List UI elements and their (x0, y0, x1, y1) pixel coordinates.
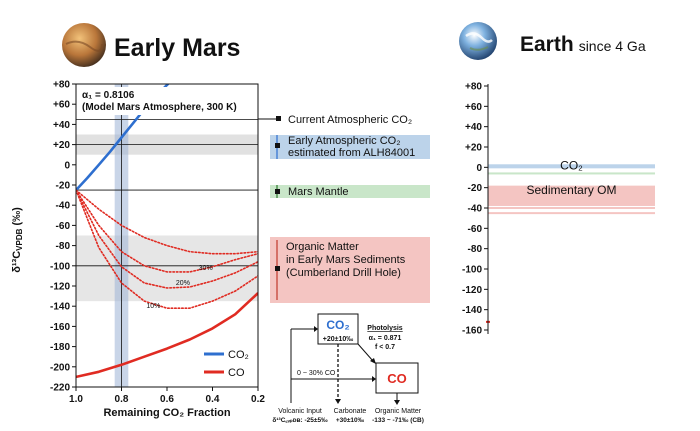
arrowhead-icon (370, 358, 376, 364)
y-tick-label: -200 (50, 362, 70, 373)
mars-globe-icon (62, 23, 106, 67)
organic-matter-box (270, 237, 430, 303)
alpha-annotation: α₁ = 0.8106 (82, 90, 135, 101)
y-tick-label: 0 (64, 160, 70, 171)
earth-range-1 (488, 172, 655, 175)
earth-range-label-2: Sedimentary OM (526, 183, 616, 197)
y-tick-label: -140 (50, 302, 70, 313)
earth-y-tick-label: -40 (468, 204, 483, 215)
legend-co-label: CO (228, 367, 245, 379)
y-tick-label: -160 (50, 322, 70, 333)
y-tick-label: -180 (50, 342, 70, 353)
arrowhead-icon (372, 376, 376, 382)
series-line-3 (76, 189, 258, 289)
arrowhead-icon (335, 399, 341, 404)
co-box (375, 362, 419, 394)
organic-band (76, 235, 258, 302)
organic-label-line2: in Early Mars Sediments (286, 254, 406, 266)
volcanic-label: Volcanic Input (278, 408, 322, 415)
organic-label-line1: Organic Matter (286, 241, 359, 253)
early-co2-box (270, 135, 430, 159)
curve-label-1: 20% (176, 280, 190, 287)
earth-globe-icon (459, 22, 497, 60)
x-tick-label: 0.8 (115, 394, 129, 405)
x-tick-label: 0.6 (160, 394, 174, 405)
y-tick-label: -40 (56, 201, 71, 212)
photolysis-alpha: α₁ = 0.871 (369, 335, 402, 342)
y-tick-label: +40 (53, 120, 70, 131)
earth-y-tick-label: +60 (465, 102, 482, 113)
y-tick-label: -20 (56, 181, 71, 192)
arrowhead-icon (394, 400, 400, 405)
x-tick-label: 0.2 (251, 394, 265, 405)
mars-title: Early Mars (114, 34, 240, 62)
current-co2-label: Current Atmospheric CO₂ (288, 114, 412, 126)
legend-panel: Current Atmospheric CO₂ Early Atmospheri… (258, 114, 430, 303)
organic-label: Organic Matter (375, 408, 422, 415)
co2-to-co-arrow (357, 343, 374, 362)
mars-y-axis-label: δ¹³CVPDB (‰) (11, 207, 24, 273)
earth-chart: CO₂ Sedimentary OM +80 +60 +40 +20 0 -20 -40 -60… (462, 82, 655, 337)
earth-y-tick-label: -60 (468, 224, 483, 235)
mars-mantle-label: Mars Mantle (288, 186, 349, 198)
curve-label-2: 10% (146, 303, 160, 310)
earth-y-tick-label: -160 (462, 326, 482, 337)
y-tick-label: -220 (50, 383, 70, 394)
earth-range-label-0: CO₂ (560, 158, 583, 172)
y-tick-label: +80 (53, 80, 70, 91)
earth-y-tick-label: +80 (465, 82, 482, 93)
mars-legend: CO₂ CO (204, 349, 249, 379)
organic-matter-marker (275, 266, 280, 271)
series-line-5 (76, 189, 258, 255)
mars-mantle-box (270, 185, 430, 198)
early-co2-label-line2: estimated from ALH84001 (288, 147, 415, 159)
earth-y-tick-label: -140 (462, 305, 482, 316)
x-tick-label: 0.4 (206, 394, 220, 405)
carbonate-label: Carbonate (334, 408, 367, 415)
x-tick-label: 1.0 (69, 394, 83, 405)
series-line-2 (76, 189, 258, 273)
earth-y-tick-label: -120 (462, 285, 482, 296)
model-annotation: (Model Mars Atmosphere, 300 K) (82, 102, 237, 113)
earth-range-0 (488, 164, 655, 169)
co-box-title: CO (387, 371, 407, 386)
earth-title: Earth since 4 Ga (520, 33, 646, 56)
earth-y-tick-label: -80 (468, 244, 483, 255)
legend-co2-label: CO₂ (228, 349, 249, 361)
y-tick-label: -120 (50, 282, 70, 293)
earth-y-tick-label: -100 (462, 265, 482, 276)
y-tick-label: -60 (56, 221, 71, 232)
carbonate-value: +30±10‰ (336, 417, 365, 424)
carbon-cycle-diagram: CO₂ +20±10‰ CO Photolysis α₁ = 0.871 f <… (272, 313, 424, 424)
organic-value: -133 ~ -71‰ (CB) (372, 417, 424, 424)
co2-box-title: CO₂ (326, 318, 349, 332)
earth-range-2 (488, 185, 655, 206)
organic-label-line3: (Cumberland Drill Hole) (286, 267, 401, 279)
y-tick-label: -100 (50, 261, 70, 272)
series-line-4 (76, 189, 258, 309)
mars-mantle-marker (275, 189, 280, 194)
earth-y-tick-label: -20 (468, 183, 483, 194)
y-tick-label: +60 (53, 100, 70, 111)
mars-x-axis-label: Remaining CO₂ Fraction (103, 407, 230, 419)
current-co2-marker (276, 116, 281, 121)
early-co2-label-line1: Early Atmospheric CO₂ (288, 135, 400, 147)
photolysis-f: f < 0.7 (375, 344, 395, 351)
earth-y-tick-label: +20 (465, 143, 482, 154)
volcanic-value: δ¹³C꜀ᵥₚᴅʙ: -25±5‰ (272, 417, 328, 424)
y-tick-label: -80 (56, 241, 71, 252)
mars-chart: 30% 20% 10% +80 +60 +40 +20 0 -20 -40 -60 -80 -100 -… (11, 80, 265, 420)
curve-label-0: 30% (199, 265, 213, 272)
co-fraction-label: 0 ~ 30% CO (297, 370, 336, 377)
y-tick-label: +20 (53, 140, 70, 151)
early-co2-marker (275, 143, 280, 148)
earth-y-tick-label: +40 (465, 122, 482, 133)
earth-y-tick-label: 0 (476, 163, 482, 174)
co2-box-value: +20±10‰ (323, 336, 354, 343)
series-line-1 (76, 292, 258, 379)
photolysis-title: Photolysis (367, 325, 403, 332)
mars-annotation-box (79, 87, 255, 115)
arrowhead-icon (314, 326, 318, 332)
